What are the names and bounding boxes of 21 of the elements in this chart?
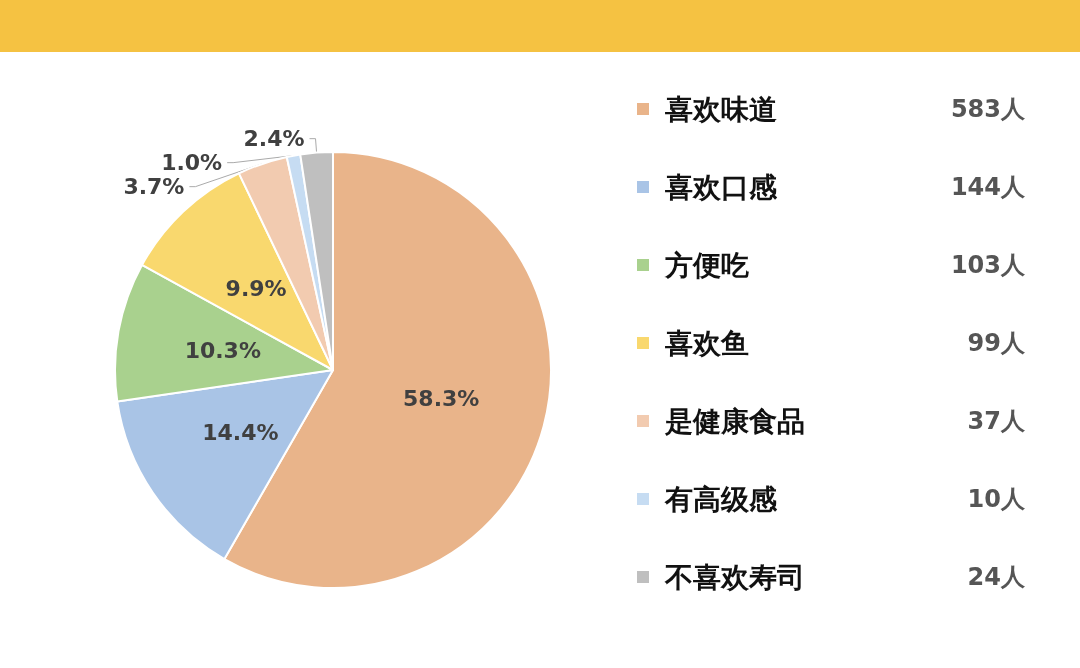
legend-label: 喜欢味道 <box>664 92 777 126</box>
legend-label: 喜欢鱼 <box>664 326 749 360</box>
legend-label: 是健康食品 <box>664 404 805 438</box>
legend-label: 喜欢口感 <box>664 170 778 204</box>
data-label: 14.4% <box>202 420 279 446</box>
data-label: 10.3% <box>184 337 261 363</box>
text: 37人 <box>967 407 1026 435</box>
text: 24人 <box>967 563 1026 591</box>
data-label: 9.9% <box>225 276 287 302</box>
data-label: 1.0% <box>161 150 223 176</box>
text: 103人 <box>950 251 1026 279</box>
data-label: 3.7% <box>123 174 185 200</box>
legend-label: 不喜欢寿司 <box>664 560 805 594</box>
data-label: 58.3% <box>403 386 480 412</box>
text: 10人 <box>967 485 1026 513</box>
data-label: 2.4% <box>243 126 305 152</box>
legend-label: 方便吃 <box>664 248 749 282</box>
text: 583人 <box>950 95 1026 123</box>
text: 144人 <box>950 173 1026 201</box>
legend-label: 有高级感 <box>664 482 778 516</box>
text: 99人 <box>967 329 1026 357</box>
